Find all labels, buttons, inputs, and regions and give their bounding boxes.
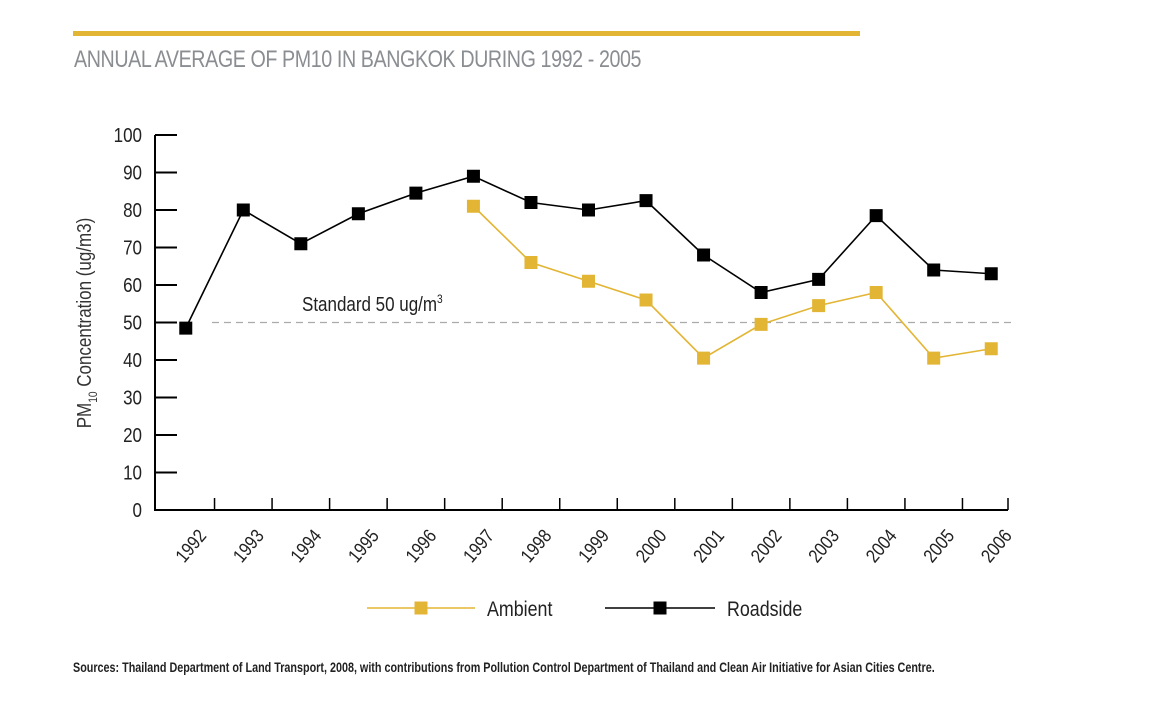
x-tick-label: 2003 bbox=[804, 525, 844, 567]
x-tick-label: 1997 bbox=[459, 525, 499, 566]
y-tick-label: 100 bbox=[114, 124, 142, 147]
data-point-roadside bbox=[524, 196, 538, 209]
data-point-ambient bbox=[754, 317, 768, 331]
x-ticks: 1992 1993 1994 1995 1996 1997 1998 1999 2000 2001… bbox=[171, 498, 1016, 567]
data-point-ambient bbox=[927, 351, 941, 365]
x-tick-label: 2001 bbox=[689, 525, 729, 566]
data-point-roadside bbox=[984, 267, 998, 281]
data-point-ambient bbox=[582, 274, 595, 288]
data-point-ambient bbox=[869, 286, 883, 299]
y-axis-label-sub: 10 bbox=[87, 391, 100, 402]
x-tick-label: 1994 bbox=[286, 525, 326, 567]
y-tick-label: 30 bbox=[123, 386, 142, 409]
legend-item-roadside: Roadside bbox=[605, 598, 802, 622]
y-axis-label: PM10 Concentration (ug/m3) bbox=[73, 218, 101, 429]
data-point-ambient bbox=[639, 293, 653, 307]
data-point-roadside bbox=[179, 321, 193, 335]
x-tick-label: 2006 bbox=[976, 525, 1016, 567]
data-point-ambient bbox=[524, 256, 538, 269]
data-point-ambient bbox=[812, 299, 826, 313]
standard-reference-label-text: Standard 50 ug/m bbox=[302, 293, 437, 316]
y-tick-label: 20 bbox=[123, 424, 142, 447]
data-point-roadside bbox=[869, 209, 883, 223]
series-ambient bbox=[466, 199, 998, 365]
y-axis-label-main: PM bbox=[73, 403, 96, 428]
data-point-roadside bbox=[294, 237, 308, 251]
axes bbox=[154, 135, 1008, 511]
legend-marker-ambient bbox=[414, 601, 428, 615]
y-tick-label: 10 bbox=[123, 461, 142, 484]
source-note: Sources: Thailand Department of Land Tra… bbox=[73, 659, 935, 675]
title-accent-bar bbox=[73, 31, 860, 36]
data-point-ambient bbox=[466, 199, 480, 213]
series-roadside bbox=[179, 169, 998, 335]
y-ticks: 0 10 20 30 40 50 60 70 80 90 100 bbox=[114, 124, 177, 522]
y-tick-label: 40 bbox=[123, 349, 142, 372]
chart-title: ANNUAL AVERAGE OF PM10 IN BANGKOK DURING… bbox=[74, 46, 642, 73]
reference-line-group: Standard 50 ug/m3 bbox=[212, 293, 1015, 324]
data-point-roadside bbox=[927, 263, 941, 277]
data-point-roadside bbox=[409, 186, 423, 200]
data-point-roadside bbox=[351, 207, 365, 221]
y-tick-label: 70 bbox=[123, 236, 142, 259]
x-tick-label: 2004 bbox=[861, 525, 901, 567]
x-tick-label: 1998 bbox=[516, 525, 556, 567]
y-tick-label: 0 bbox=[133, 499, 142, 522]
standard-reference-label: Standard 50 ug/m3 bbox=[302, 293, 443, 316]
data-point-roadside bbox=[754, 286, 768, 299]
data-point-ambient bbox=[697, 351, 711, 365]
y-tick-label: 80 bbox=[123, 199, 142, 222]
legend-label-ambient: Ambient bbox=[487, 598, 553, 622]
x-tick-label: 2005 bbox=[919, 525, 959, 567]
x-tick-label: 2002 bbox=[746, 525, 786, 566]
data-point-roadside bbox=[639, 194, 653, 208]
y-tick-label: 60 bbox=[123, 274, 142, 297]
data-point-roadside bbox=[697, 248, 711, 262]
y-tick-label: 90 bbox=[123, 161, 142, 184]
x-tick-label: 1996 bbox=[401, 525, 441, 567]
legend-label-roadside: Roadside bbox=[727, 598, 802, 622]
legend: Ambient Roadside bbox=[367, 598, 802, 622]
data-point-roadside bbox=[236, 203, 250, 217]
data-point-roadside bbox=[466, 169, 480, 183]
standard-reference-label-sup: 3 bbox=[437, 293, 443, 306]
x-tick-label: 1993 bbox=[229, 525, 269, 567]
x-tick-label: 1999 bbox=[574, 525, 614, 566]
data-point-ambient bbox=[984, 342, 998, 356]
y-tick-label: 50 bbox=[123, 311, 142, 334]
series-group bbox=[179, 169, 998, 365]
data-point-roadside bbox=[582, 203, 595, 217]
x-tick-label: 1992 bbox=[171, 525, 211, 566]
legend-marker-roadside bbox=[653, 601, 667, 615]
x-tick-label: 2000 bbox=[631, 525, 671, 567]
data-point-roadside bbox=[812, 272, 826, 286]
x-tick-label: 1995 bbox=[344, 525, 384, 567]
legend-item-ambient: Ambient bbox=[367, 598, 553, 622]
y-axis-label-rest: Concentration (ug/m3) bbox=[73, 218, 96, 392]
series-line-ambient bbox=[472, 205, 992, 360]
